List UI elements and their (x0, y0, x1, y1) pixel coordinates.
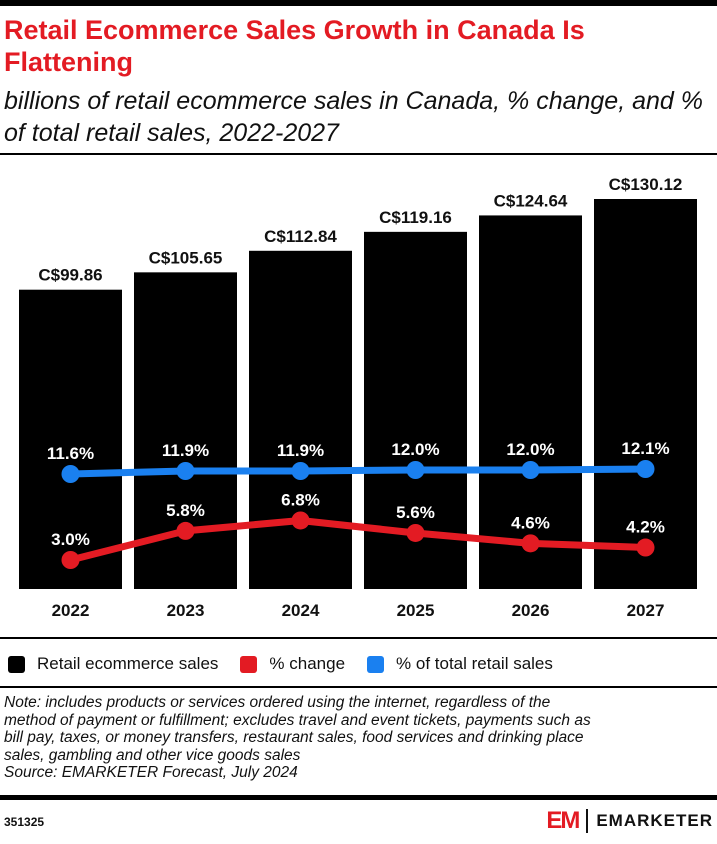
change-point (176, 521, 195, 540)
legend-label-ecommerce: Retail ecommerce sales (37, 654, 219, 673)
share-point (406, 461, 425, 479)
legend: Retail ecommerce sales % change % of tot… (8, 652, 575, 676)
x-tick-label: 2027 (627, 601, 665, 620)
change-label: 5.6% (396, 503, 435, 522)
share-point (61, 465, 80, 483)
bar-value-label: C$105.65 (149, 248, 223, 267)
brand-name: EMARKETER (596, 811, 713, 830)
share-label: 11.9% (277, 441, 324, 460)
brand-mark: EM (546, 807, 580, 834)
bar-value-label: C$112.84 (264, 227, 337, 246)
chart-divider (0, 637, 717, 639)
bar-2026 (479, 215, 582, 589)
change-point (291, 511, 310, 530)
change-point (636, 538, 655, 557)
share-label: 12.0% (506, 440, 554, 459)
bar-value-label: C$130.12 (609, 175, 683, 194)
chart-area: C$99.86 2022 C$105.65 2023 C$112.84 2024 C$119… (19, 175, 697, 620)
legend-label-share: % of total retail sales (396, 654, 553, 673)
share-point (521, 461, 540, 479)
change-label: 4.2% (626, 518, 665, 537)
note-line: method of payment or fulfillment; exclud… (4, 711, 591, 729)
x-tick-label: 2023 (167, 601, 205, 620)
footer-divider (0, 795, 717, 800)
legend-swatch-ecommerce (8, 655, 25, 673)
legend-swatch-change (240, 655, 258, 673)
bar-2022 (19, 289, 122, 589)
header-divider (0, 153, 717, 155)
chart-title: Retail Ecommerce Sales Growth in Canada … (4, 15, 585, 77)
share-point (176, 462, 195, 480)
bar-value-label: C$124.64 (494, 191, 568, 210)
legend-item-change: % change (240, 654, 345, 674)
share-line (67, 465, 649, 478)
bar-value-label: C$119.16 (379, 208, 452, 227)
x-tick-label: 2025 (397, 601, 435, 620)
footnote: Note: includes products or services orde… (4, 694, 714, 782)
change-label: 6.8% (281, 490, 320, 509)
change-point (406, 523, 425, 542)
note-line: sales, gambling and other vice goods sal… (4, 746, 301, 764)
bar-value-label: C$99.86 (38, 266, 102, 285)
share-label: 12.1% (621, 439, 669, 458)
share-label: 11.6% (47, 444, 94, 463)
chart-subtitle: billions of retail ecommerce sales in Ca… (4, 87, 703, 147)
brand-separator (586, 809, 589, 833)
x-tick-label: 2022 (52, 601, 90, 620)
change-label: 4.6% (511, 513, 550, 532)
change-line (67, 516, 649, 564)
share-label: 12.0% (391, 440, 439, 459)
note-line: bill pay, taxes, or money transfers, res… (4, 729, 584, 746)
change-label: 5.8% (166, 501, 205, 520)
change-point (61, 551, 80, 569)
bar-2027 (594, 199, 697, 589)
chart-id: 351325 (4, 815, 45, 829)
x-tick-label: 2024 (282, 601, 320, 620)
share-point (291, 462, 310, 480)
legend-swatch-share (367, 655, 385, 673)
legend-label-change: % change (269, 654, 346, 673)
legend-item-ecommerce: Retail ecommerce sales (8, 654, 218, 674)
note-line: Note: includes products or services orde… (4, 694, 551, 711)
legend-item-share: % of total retail sales (367, 654, 553, 674)
change-point (521, 534, 540, 553)
source-line: Source: EMARKETER Forecast, July 2024 (4, 764, 298, 781)
x-tick-label: 2026 (512, 601, 550, 620)
share-point (636, 460, 655, 478)
change-label: 3.0% (51, 530, 90, 549)
legend-divider (0, 686, 717, 688)
share-label: 11.9% (162, 441, 209, 460)
brand-logo: EM EMARKETER (546, 806, 713, 836)
top-rule (0, 0, 717, 6)
bar-2024 (249, 250, 352, 590)
